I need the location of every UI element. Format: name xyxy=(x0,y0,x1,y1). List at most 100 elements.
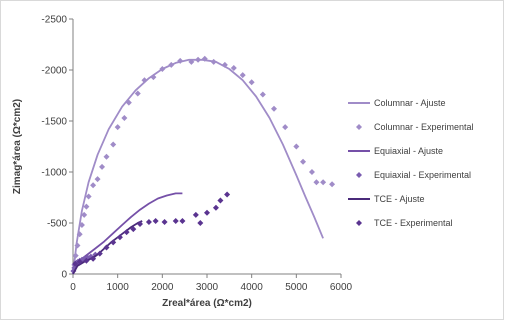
data-point xyxy=(137,221,143,228)
data-point xyxy=(248,79,255,86)
data-point xyxy=(78,222,85,229)
data-point xyxy=(204,209,210,216)
data-point xyxy=(308,169,315,175)
series-tce-ajuste xyxy=(72,220,143,275)
data-point xyxy=(224,191,231,198)
data-point xyxy=(114,124,121,131)
data-point xyxy=(85,193,92,200)
data-point xyxy=(197,220,204,226)
data-point xyxy=(179,217,186,224)
data-point xyxy=(99,163,106,170)
data-point xyxy=(150,74,157,81)
data-point xyxy=(210,58,217,65)
x-axis-title: Zreal*área (Ω*cm2) xyxy=(162,298,252,309)
x-tick-label: 4000 xyxy=(241,282,264,293)
series-columnar-ajuste xyxy=(72,58,324,275)
data-point xyxy=(72,260,79,267)
data-point xyxy=(116,234,123,241)
legend-marker-swatch xyxy=(356,220,362,226)
data-point xyxy=(90,255,97,262)
legend: Columnar - Ajuste Columnar - Experimental… xyxy=(348,98,474,228)
data-point xyxy=(145,218,152,225)
data-point xyxy=(110,239,117,246)
data-point xyxy=(76,258,83,265)
data-point xyxy=(130,226,137,233)
legend-label: Equiaxial - Ajuste xyxy=(374,146,443,156)
data-point xyxy=(72,252,79,259)
data-point xyxy=(83,203,90,210)
data-point xyxy=(94,176,101,183)
y-axis-title: Zimag*área (Ω*cm2) xyxy=(12,99,23,194)
x-tick-label: 6000 xyxy=(330,282,353,293)
x-tick-label: 2000 xyxy=(151,282,174,293)
y-tick-label: -1000 xyxy=(41,168,67,179)
legend-marker-swatch xyxy=(356,172,362,178)
data-point xyxy=(168,61,175,68)
data-point xyxy=(83,257,90,264)
data-point xyxy=(172,217,179,224)
data-point xyxy=(74,242,81,249)
data-point xyxy=(90,182,97,189)
y-tick-label: -2500 xyxy=(41,15,67,26)
data-point xyxy=(121,114,128,121)
x-tick-label: 1000 xyxy=(107,282,130,293)
legend-item-equiaxial-experimental: Equiaxial - Experimental xyxy=(356,170,471,180)
data-point xyxy=(259,91,266,98)
data-point xyxy=(212,204,219,211)
data-point xyxy=(125,99,132,106)
legend-label: Equiaxial - Experimental xyxy=(374,170,471,180)
data-point xyxy=(123,229,130,236)
plot-area xyxy=(70,55,336,275)
data-point xyxy=(161,218,168,225)
legend-label: TCE - Ajuste xyxy=(374,194,425,204)
legend-item-equiaxial-ajuste: Equiaxial - Ajuste xyxy=(348,146,443,156)
series-line xyxy=(72,220,143,275)
data-point xyxy=(230,64,237,71)
data-point xyxy=(76,231,83,238)
series-line xyxy=(72,58,324,275)
data-point xyxy=(293,143,300,150)
data-point xyxy=(159,65,166,72)
data-point xyxy=(271,105,277,112)
data-point xyxy=(177,57,184,64)
data-point xyxy=(282,124,289,131)
x-tick-label: 5000 xyxy=(285,282,308,293)
data-point xyxy=(313,179,320,186)
data-point xyxy=(81,211,88,218)
data-point xyxy=(110,141,117,148)
series-tce-experimental xyxy=(72,191,231,267)
x-tick-label: 3000 xyxy=(196,282,219,293)
legend-label: TCE - Experimental xyxy=(374,218,453,228)
data-point xyxy=(300,158,307,165)
data-point xyxy=(217,197,224,204)
legend-marker-swatch xyxy=(356,124,362,130)
data-point xyxy=(188,58,195,65)
legend-item-columnar-experimental: Columnar - Experimental xyxy=(356,122,474,132)
data-point xyxy=(320,179,327,186)
y-tick-label: -2000 xyxy=(41,66,67,77)
data-point xyxy=(141,77,148,84)
y-tick-label: -500 xyxy=(47,219,67,230)
x-tick-labels: 0 1000 2000 3000 4000 5000 6000 xyxy=(70,274,353,293)
data-point xyxy=(152,217,159,224)
data-point xyxy=(195,56,202,63)
legend-label: Columnar - Experimental xyxy=(374,122,474,132)
data-point xyxy=(134,90,141,97)
legend-item-tce-ajuste: TCE - Ajuste xyxy=(348,194,425,204)
series-columnar-experimental xyxy=(71,55,336,268)
data-point xyxy=(103,153,110,160)
y-tick-labels: 0 -500 -1000 -1500 -2000 -2500 xyxy=(41,15,73,281)
y-tick-label: -1500 xyxy=(41,117,67,128)
data-point xyxy=(201,55,208,62)
data-point xyxy=(96,250,103,257)
data-point xyxy=(239,72,246,79)
data-point xyxy=(192,211,199,218)
legend-item-columnar-ajuste: Columnar - Ajuste xyxy=(348,98,446,108)
x-tick-label: 0 xyxy=(70,282,76,293)
data-point xyxy=(329,181,336,188)
data-point xyxy=(221,61,228,68)
legend-item-tce-experimental: TCE - Experimental xyxy=(356,218,453,228)
data-point xyxy=(103,244,110,251)
